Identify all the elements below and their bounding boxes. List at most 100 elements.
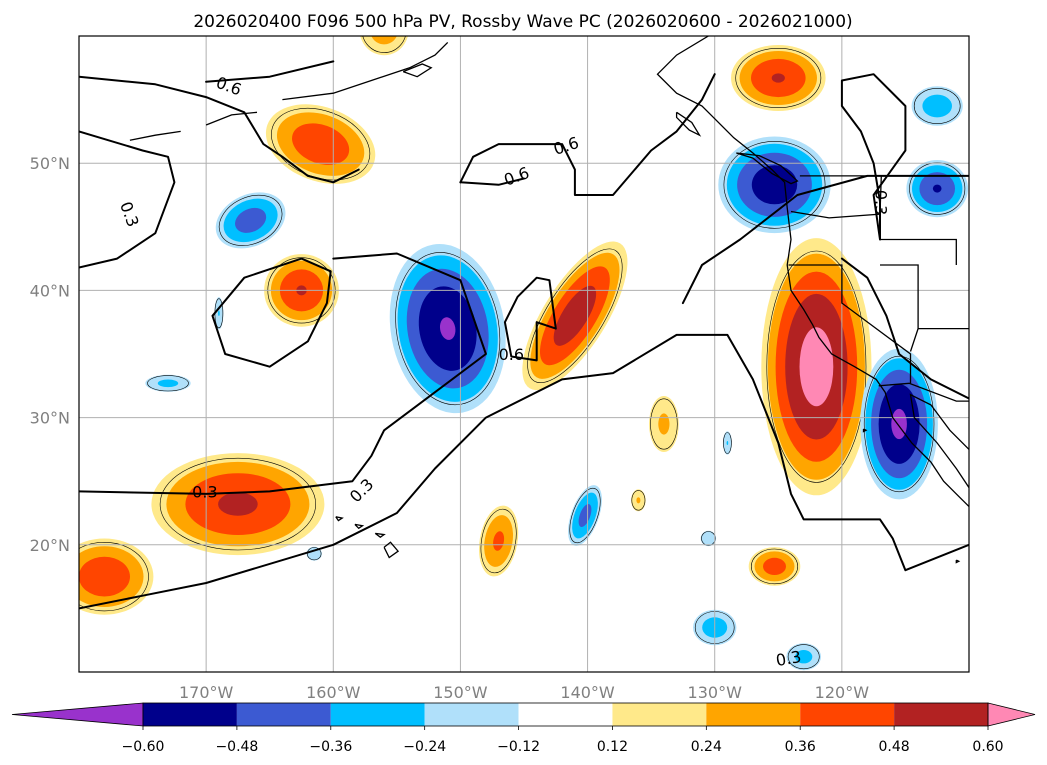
x-tick-label: 170°W	[179, 683, 234, 702]
pv-feature-outline	[650, 398, 678, 450]
colorbar-frame	[142, 702, 989, 727]
pv-feature-negative-15	[906, 160, 968, 218]
map-frame	[78, 35, 970, 673]
x-tick-label: 120°W	[815, 683, 870, 702]
x-tick-label: 140°W	[560, 683, 615, 702]
contour-label-text: 0.3	[871, 190, 890, 215]
pv-feature-negative-13	[860, 348, 938, 500]
coastlines	[129, 36, 969, 564]
pv-feature-negative-17	[568, 485, 602, 546]
pv-feature-negative-16	[215, 192, 286, 249]
pv-band-0.36	[79, 556, 130, 597]
pv-feature-negative-25	[700, 530, 717, 547]
pv-band-0.24	[726, 441, 729, 445]
pv-band-0.24	[371, 36, 397, 45]
pv-contour-0.6-1	[205, 60, 335, 83]
pv-contour-0.6-4	[503, 276, 557, 362]
pv-contour-0.3-6	[79, 252, 487, 495]
pv-band-0.60	[799, 327, 834, 407]
pv-band-0.36	[292, 123, 350, 165]
border-nevada-utah	[880, 264, 919, 352]
pv-feature-positive-1	[761, 238, 872, 496]
pv-feature-positive-11	[631, 489, 646, 512]
pv-band-0.48	[932, 184, 942, 193]
pv-band-0.48	[751, 165, 798, 205]
contour-label-text: 0.3	[774, 647, 802, 670]
pv-band-0.36	[493, 531, 505, 551]
pv-feature-negative-24	[722, 431, 732, 455]
colorbar-label: −0.24	[403, 739, 446, 755]
y-axis-ticks: 20°N 30°N 40°N 50°N	[30, 154, 70, 555]
pv-contour-0.3-11	[840, 257, 969, 400]
pv-feature-positive-10	[360, 36, 408, 56]
pv-feature-outline	[159, 457, 316, 551]
coast-guadalupe-island	[862, 428, 868, 433]
pv-feature-outline	[218, 194, 283, 246]
colorbar-extend-min	[11, 702, 144, 727]
pv-feature-outline	[480, 508, 517, 574]
pv-feature-outline	[723, 432, 732, 454]
pv-band-0.24	[636, 497, 641, 504]
pv-band-0.24	[795, 650, 813, 664]
colorbar-box	[424, 703, 519, 726]
x-tick-label: 150°W	[433, 683, 488, 702]
coast-hawaii-oahu	[354, 523, 365, 530]
colorbar-label: −0.36	[309, 739, 352, 755]
pv-band-0.48	[771, 73, 785, 83]
pv-contour-0.3-5	[79, 130, 176, 269]
pv-contour-0.6-0	[79, 75, 360, 184]
pv-band-0.48	[553, 285, 597, 346]
pv-feature-positive-6	[731, 45, 826, 111]
contour-label-8: 0.3	[774, 647, 802, 670]
pv-band-0.36	[763, 557, 786, 576]
coast-haida-gwaii	[675, 111, 702, 137]
pv-contour-0.3-7	[211, 257, 332, 368]
colorbar-label: 0.12	[597, 739, 628, 755]
pv-feature-outline	[766, 250, 867, 483]
pv-contour-0.3-8	[79, 333, 969, 610]
pv-feature-outline	[147, 375, 189, 392]
pv-feature-outline	[569, 487, 601, 544]
colorbar-box	[612, 703, 707, 726]
colorbar-box	[800, 703, 895, 726]
pv-contour-0.3-9	[681, 174, 969, 305]
coast-hawaii-big-island	[383, 541, 400, 559]
pv-feature-outline	[787, 644, 820, 670]
colorbar-box	[236, 703, 331, 726]
border-idaho-wyoming	[880, 238, 957, 265]
pv-band-0.24	[922, 94, 952, 118]
pv-feature-outline	[362, 36, 406, 53]
colorbar-box	[143, 703, 237, 726]
colorbar-label: −0.12	[497, 739, 540, 755]
pv-feature-positive-9	[649, 396, 679, 452]
contour-label-text: 0.6	[499, 345, 524, 364]
pv-contour-0.6-3	[459, 177, 525, 186]
colorbar-label: 0.24	[691, 739, 722, 755]
pv-feature-negative-20	[145, 374, 191, 392]
contour-label-5: 0.6	[499, 345, 524, 364]
pv-feature-negative-14	[718, 136, 831, 234]
y-tick-label: 50°N	[30, 154, 70, 173]
coast-north-america-west	[656, 36, 969, 508]
pv-feature-negative-12	[389, 244, 506, 414]
chart-title: 2026020400 F096 500 hPa PV, Rossby Wave …	[193, 12, 852, 32]
colorbar-box	[894, 703, 988, 726]
pv-band-0.24	[658, 413, 670, 435]
y-tick-label: 20°N	[30, 536, 70, 555]
pv-feature-outline	[913, 88, 961, 125]
pv-feature-negative-18	[911, 86, 963, 126]
pv-shading	[79, 36, 968, 671]
pv-band-0.24	[157, 379, 179, 388]
coast-gulf-of-california	[909, 393, 969, 488]
pv-feature-positive-3	[79, 538, 154, 615]
coast-hawaii-kauai	[335, 516, 344, 522]
pv-band-0.60	[891, 408, 907, 440]
coast-vancouver-island	[736, 152, 799, 185]
pv-band-0.36	[578, 503, 592, 528]
x-axis-ticks: 170°W 160°W 150°W 140°W 130°W 120°W	[179, 683, 869, 702]
coast-hawaii-maui	[374, 532, 386, 538]
pv-feature-outline	[863, 355, 935, 493]
colorbar: −0.60 −0.48 −0.36 −0.24 −0.12 0.12 0.24 0.36 0.4…	[11, 702, 1036, 755]
contour-label-text: 0.3	[192, 482, 217, 501]
